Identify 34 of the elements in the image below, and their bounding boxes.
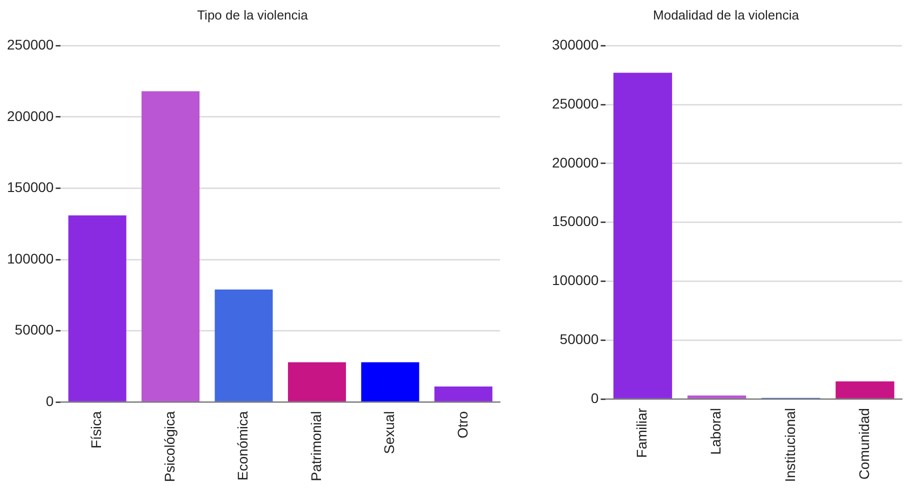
x-tick-label: Patrimonial xyxy=(308,411,324,482)
bar xyxy=(214,290,273,402)
bar xyxy=(288,362,346,402)
y-tick-label: 0 xyxy=(46,393,54,410)
y-tick-label: 250000 xyxy=(7,36,54,52)
y-tick-label: 100000 xyxy=(7,250,54,266)
bar xyxy=(434,386,492,402)
x-tick-label: Laboral xyxy=(708,408,724,455)
y-tick-label: 50000 xyxy=(560,331,599,348)
bar xyxy=(687,396,746,398)
x-tick-label: Familiar xyxy=(634,408,650,458)
bar xyxy=(613,72,672,398)
y-tick-label: 50000 xyxy=(14,322,54,338)
x-tick-label: Sexual xyxy=(381,411,398,454)
bar xyxy=(836,381,894,398)
y-tick-label: 0 xyxy=(590,390,599,406)
y-tick-label: 150000 xyxy=(7,179,54,196)
x-tick-label: Institucional xyxy=(782,408,798,482)
bar xyxy=(361,362,420,402)
chart-title: Tipo de la violencia xyxy=(197,7,309,22)
x-tick-label: Económica xyxy=(234,410,251,480)
x-tick-label: Psicológica xyxy=(161,410,178,482)
x-tick-label: Comunidad xyxy=(856,408,872,480)
x-tick-label: Física xyxy=(88,410,104,449)
y-tick-label: 200000 xyxy=(552,154,599,170)
y-tick-label: 100000 xyxy=(552,272,599,288)
y-tick-label: 150000 xyxy=(552,213,599,230)
y-tick-label: 250000 xyxy=(552,95,599,112)
y-tick-label: 200000 xyxy=(7,108,54,124)
x-tick-label: Otro xyxy=(454,410,470,438)
bar xyxy=(142,91,200,402)
y-tick-label: 300000 xyxy=(552,36,599,52)
bar xyxy=(68,215,126,402)
chart-title: Modalidad de la violencia xyxy=(653,7,800,22)
